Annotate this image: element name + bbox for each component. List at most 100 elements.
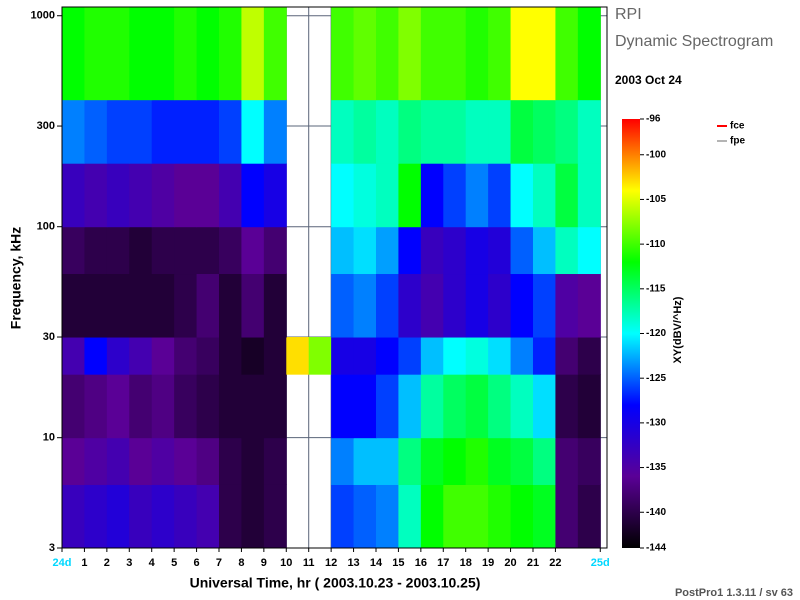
heatmap-cell (129, 337, 153, 375)
colorbar-tick-label: -100 (646, 149, 666, 160)
heatmap-cell (577, 273, 601, 338)
heatmap-cell (353, 374, 377, 439)
colorbar-tick-label: -125 (646, 373, 666, 384)
heatmap-cell (241, 226, 265, 275)
heatmap-cell (465, 7, 489, 101)
x-tick-label: 25d (591, 557, 610, 569)
x-tick-label: 5 (171, 557, 177, 569)
heatmap-cell (443, 226, 467, 275)
heatmap-cell (375, 437, 399, 485)
heatmap-cell (151, 484, 175, 549)
heatmap-cell (84, 484, 108, 549)
heatmap-cell (510, 226, 534, 275)
heatmap-cell (375, 99, 399, 164)
heatmap-cell (443, 337, 467, 375)
heatmap-cell (510, 99, 534, 164)
heatmap-cell (510, 484, 534, 549)
heatmap-cell (353, 337, 377, 375)
heatmap-cell (106, 7, 130, 101)
legend-label: fce (730, 121, 745, 132)
heatmap-cell (420, 273, 444, 338)
heatmap-cell (510, 437, 534, 485)
y-tick-label: 1000 (31, 10, 55, 22)
heatmap-cell (488, 163, 512, 228)
heatmap-cell (174, 273, 198, 338)
heatmap-cell (263, 484, 287, 549)
heatmap-cell (218, 484, 242, 549)
heatmap-cell (196, 337, 220, 375)
heatmap-cell (488, 374, 512, 439)
heatmap-cell (443, 484, 467, 549)
heatmap-cell (84, 99, 108, 164)
x-tick-label: 12 (325, 557, 337, 569)
heatmap-cell (129, 273, 153, 338)
legend-label: fpe (730, 136, 745, 147)
heatmap-cell (151, 226, 175, 275)
heatmap-cell (420, 7, 444, 101)
heatmap-cell (196, 273, 220, 338)
heatmap-cell (129, 484, 153, 549)
y-tick-label: 100 (37, 221, 55, 233)
heatmap-cell (241, 374, 265, 439)
heatmap-cell (375, 7, 399, 101)
heatmap-cell (510, 163, 534, 228)
heatmap-cell (331, 99, 355, 164)
heatmap-cell (398, 484, 422, 549)
heatmap-cell (62, 163, 85, 228)
heatmap-cell (331, 163, 355, 228)
heatmap-cell (420, 437, 444, 485)
heatmap-cell (218, 374, 242, 439)
x-tick-label: 7 (216, 557, 222, 569)
heatmap-cell (84, 226, 108, 275)
x-axis-label: Universal Time, hr ( 2003.10.23 - 2003.1… (190, 575, 481, 591)
heatmap-cell (353, 7, 377, 101)
heatmap-cell (532, 163, 556, 228)
heatmap-cell (510, 337, 534, 375)
heatmap-cell (263, 163, 287, 228)
heatmap-cell (465, 99, 489, 164)
heatmap-cell (129, 374, 153, 439)
heatmap-cell (241, 437, 265, 485)
heatmap-cell (488, 99, 512, 164)
heatmap-cell (488, 337, 512, 375)
heatmap-cell (106, 374, 130, 439)
colorbar-tick-label: -120 (646, 328, 666, 339)
heatmap-cell (241, 7, 265, 101)
heatmap-cell (241, 273, 265, 338)
y-tick-label: 30 (43, 331, 55, 343)
heatmap-cell (532, 99, 556, 164)
heatmap-cell (420, 163, 444, 228)
heatmap-cell (106, 484, 130, 549)
heatmap-cell (532, 7, 556, 101)
heatmap-cell (308, 337, 332, 375)
heatmap-cell (488, 226, 512, 275)
x-tick-label: 15 (392, 557, 404, 569)
heatmap-cell (577, 163, 601, 228)
x-tick-label: 22 (549, 557, 561, 569)
heatmap-cell (62, 273, 85, 338)
x-tick-label: 2 (104, 557, 110, 569)
heatmap-cell (263, 273, 287, 338)
heatmap-cell (196, 7, 220, 101)
heatmap-cell (241, 337, 265, 375)
heatmap-cell (420, 226, 444, 275)
heatmap-cell (353, 273, 377, 338)
y-tick-label: 10 (43, 432, 55, 444)
heatmap-cell (353, 99, 377, 164)
chart-subtitle: Dynamic Spectrogram (615, 33, 773, 50)
heatmap-cell (510, 374, 534, 439)
heatmap-cell (174, 484, 198, 549)
heatmap-cell (398, 374, 422, 439)
x-tick-label: 11 (303, 557, 315, 569)
date-label: 2003 Oct 24 (615, 73, 682, 87)
heatmap-cell (196, 437, 220, 485)
y-tick-label: 3 (49, 542, 55, 554)
heatmap-cell (331, 7, 355, 101)
heatmap-cell (174, 374, 198, 439)
heatmap-cell (577, 226, 601, 275)
heatmap-cell (84, 374, 108, 439)
heatmap-cell (151, 437, 175, 485)
heatmap-cell (510, 7, 534, 101)
heatmap-cell (174, 226, 198, 275)
heatmap-cell (331, 273, 355, 338)
